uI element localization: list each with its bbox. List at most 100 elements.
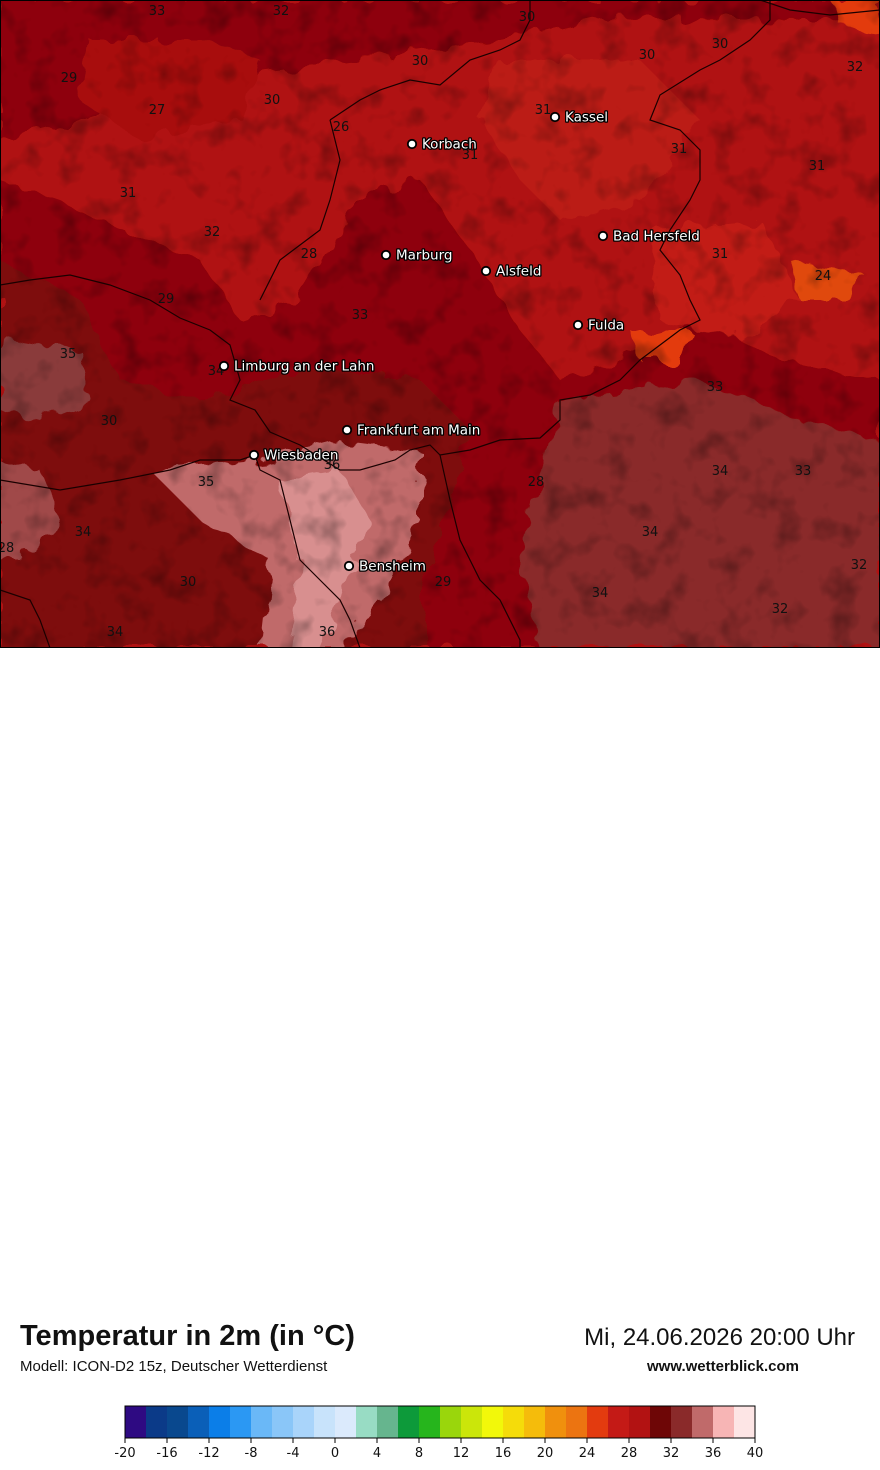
- color-legend: -20 -16 -12 -8 -4 0 4 8 12 16 20 24 28 32 36 40: [114, 1405, 764, 1461]
- temperature-value-label: 33: [795, 464, 812, 479]
- temperature-value-label: 34: [107, 625, 124, 640]
- legend-swatch: [188, 1406, 210, 1438]
- city-marker[interactable]: Wiesbaden: [248, 446, 340, 465]
- city-marker[interactable]: Limburg an der Lahn: [218, 357, 376, 376]
- city-label: Fulda: [588, 318, 624, 334]
- city-label: Limburg an der Lahn: [234, 359, 374, 375]
- temperature-value-label: 24: [815, 269, 832, 284]
- forecast-datetime: Mi, 24.06.2026 20:00 Uhr: [584, 1324, 855, 1351]
- legend-tick-label: 8: [415, 1446, 423, 1461]
- city-marker[interactable]: Bad Hersfeld: [597, 227, 701, 246]
- legend-swatch: [419, 1406, 441, 1438]
- legend-tick-label: -8: [245, 1446, 258, 1461]
- city-dot-icon: [341, 424, 353, 436]
- temperature-value-label: 33: [707, 380, 724, 395]
- legend-swatch: [356, 1406, 378, 1438]
- temperature-value-label: 28: [0, 541, 14, 556]
- city-label: Frankfurt am Main: [357, 423, 480, 439]
- temperature-value-label: 32: [851, 558, 868, 573]
- legend-tick-label: 4: [373, 1446, 381, 1461]
- legend-tick-label: 40: [747, 1446, 764, 1461]
- legend-swatch: [629, 1406, 651, 1438]
- legend-swatch: [440, 1406, 462, 1438]
- temperature-value-label: 27: [149, 103, 166, 118]
- city-marker[interactable]: Kassel: [549, 108, 609, 127]
- isotherm-value-labels: 33 32 30 30 30 32 30 29 30 27 31 26 31 31 31 31 32 28 31 24…: [0, 4, 867, 640]
- temperature-value-label: 30: [101, 414, 118, 429]
- map-title: Temperatur in 2m (in °C): [20, 1320, 355, 1352]
- footer: Temperatur in 2m (in °C) Modell: ICON-D2…: [0, 648, 880, 1461]
- temperature-value-label: 36: [324, 458, 341, 473]
- temperature-value-label: 30: [639, 48, 656, 63]
- temperature-value-label: 34: [75, 525, 92, 540]
- legend-swatch: [671, 1406, 693, 1438]
- temperature-value-label: 34: [592, 586, 609, 601]
- city-marker[interactable]: Frankfurt am Main: [341, 421, 482, 440]
- legend-swatch: [587, 1406, 609, 1438]
- city-marker[interactable]: Bensheim: [343, 557, 427, 576]
- temperature-value-label: 30: [712, 37, 729, 52]
- temperature-value-label: 35: [198, 475, 215, 490]
- legend-tick-label: 36: [705, 1446, 722, 1461]
- city-dot-icon: [343, 560, 355, 572]
- legend-swatch: [545, 1406, 567, 1438]
- temperature-value-label: 31: [535, 103, 552, 118]
- website-link[interactable]: www.wetterblick.com: [647, 1358, 799, 1375]
- legend-swatch: [650, 1406, 672, 1438]
- city-dot-icon: [549, 111, 561, 123]
- legend-swatch: [461, 1406, 483, 1438]
- temperature-value-label: 31: [120, 186, 137, 201]
- temperature-value-label: 33: [149, 4, 166, 19]
- legend-swatch: [335, 1406, 357, 1438]
- legend-swatch: [713, 1406, 735, 1438]
- city-dot-icon: [572, 319, 584, 331]
- legend-tick-label: 24: [579, 1446, 596, 1461]
- temperature-value-label: 32: [847, 60, 864, 75]
- model-source: Modell: ICON-D2 15z, Deutscher Wetterdie…: [20, 1358, 328, 1375]
- temperature-value-label: 31: [809, 159, 826, 174]
- city-label: Korbach: [422, 137, 477, 153]
- temperature-value-label: 32: [273, 4, 290, 19]
- city-dot-icon: [248, 449, 260, 461]
- legend-swatch: [314, 1406, 336, 1438]
- legend-swatch: [566, 1406, 588, 1438]
- legend-swatch: [272, 1406, 294, 1438]
- legend-swatch: [167, 1406, 189, 1438]
- city-label: Wiesbaden: [264, 448, 338, 464]
- city-dot-icon: [406, 138, 418, 150]
- city-label: Kassel: [565, 110, 608, 126]
- temperature-value-label: 36: [319, 625, 336, 640]
- city-label: Marburg: [396, 248, 452, 264]
- temperature-value-label: 32: [204, 225, 221, 240]
- border-lines: [0, 0, 880, 648]
- legend-swatch: [503, 1406, 525, 1438]
- temperature-value-label: 32: [772, 602, 789, 617]
- legend-tick-label: -16: [156, 1446, 177, 1461]
- temperature-value-label: 30: [519, 10, 536, 25]
- legend-swatch: [146, 1406, 168, 1438]
- temperature-value-label: 29: [158, 292, 175, 307]
- legend-swatch: [125, 1406, 147, 1438]
- legend-tick-label: -12: [198, 1446, 219, 1461]
- city-marker[interactable]: Fulda: [572, 316, 625, 335]
- temperature-texture: [0, 0, 880, 648]
- city-marker[interactable]: Alsfeld: [480, 262, 543, 281]
- legend-tick-label: 12: [453, 1446, 470, 1461]
- legend-swatch: [230, 1406, 252, 1438]
- city-marker[interactable]: Marburg: [380, 246, 454, 265]
- city-marker[interactable]: Korbach: [406, 135, 478, 154]
- temperature-value-label: 34: [642, 525, 659, 540]
- legend-swatch: [692, 1406, 714, 1438]
- legend-tick-label: 0: [331, 1446, 339, 1461]
- city-label: Alsfeld: [496, 264, 541, 280]
- temperature-value-label: 35: [60, 347, 77, 362]
- temperature-value-label: 32: [586, 318, 603, 333]
- legend-swatch: [293, 1406, 315, 1438]
- temperature-value-label: 26: [333, 120, 350, 135]
- legend-swatch: [398, 1406, 420, 1438]
- city-dot-icon: [218, 360, 230, 372]
- legend-swatch: [608, 1406, 630, 1438]
- temperature-map[interactable]: 33 32 30 30 30 32 30 29 30 27 31 26 31 31 31 31 32 28 31 24…: [0, 0, 880, 648]
- temperature-value-label: 34: [712, 464, 729, 479]
- legend-swatch: [482, 1406, 504, 1438]
